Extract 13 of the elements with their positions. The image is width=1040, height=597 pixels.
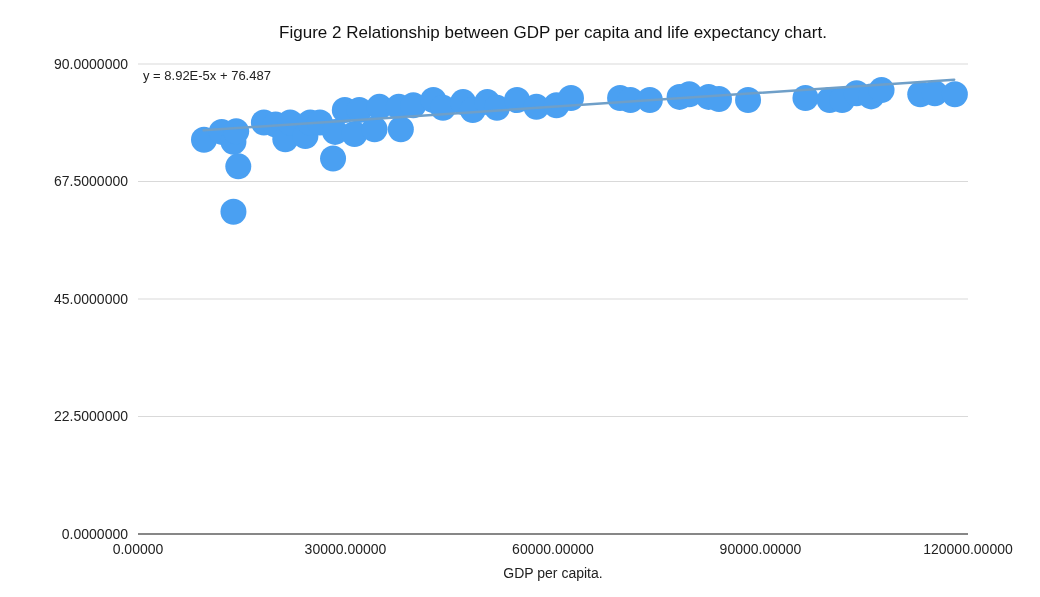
x-tick-label: 90000.00000	[719, 541, 802, 557]
annotation: y = 8.92E-5x + 76.487	[143, 68, 271, 83]
x-tick-label: 30000.00000	[304, 541, 387, 557]
y-tick-label: 45.0000000	[54, 290, 129, 307]
y-tick-label: 22.5000000	[54, 408, 129, 425]
y-tick-label: 90.0000000	[54, 55, 129, 72]
y-tick-label: 67.5000000	[54, 173, 129, 190]
x-axis-title: GDP per capita.	[503, 565, 603, 581]
x-tick-label: 60000.00000	[512, 541, 595, 557]
y-tick-label: 0.0000000	[61, 525, 129, 542]
x-tick-label: 0.00000	[112, 541, 164, 557]
x-tick-label: 120000.00000	[923, 541, 1013, 557]
chart-title: Figure 2 Relationship between GDP per capita and life expectancy chart.	[279, 23, 827, 42]
